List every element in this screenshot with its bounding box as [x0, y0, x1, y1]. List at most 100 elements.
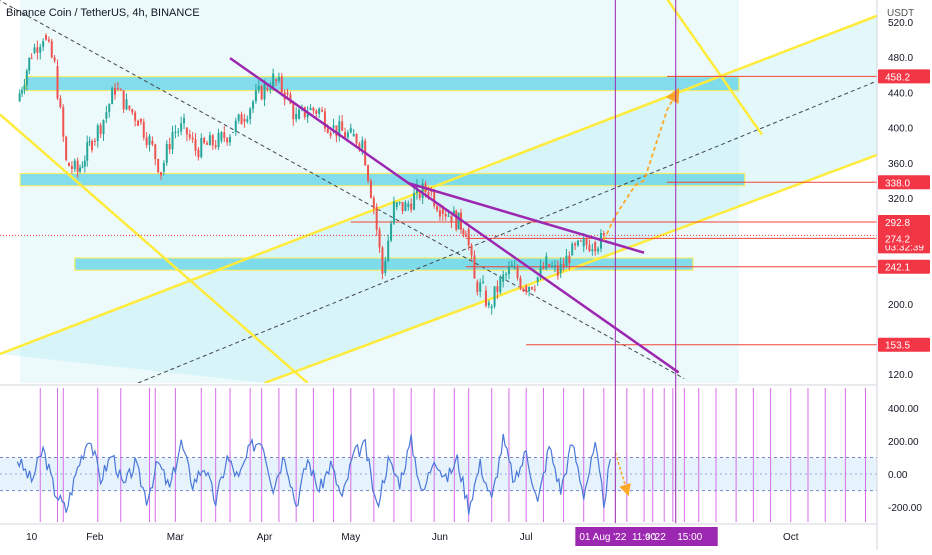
price-tick-label-1: 480.0 — [888, 53, 913, 64]
candle-body — [341, 121, 344, 131]
candle-body — [266, 88, 269, 90]
candle-body — [332, 125, 335, 128]
dashed-trendline-1 — [137, 80, 877, 383]
candle-body — [562, 263, 565, 267]
candle-body — [125, 99, 128, 110]
candle-body — [96, 125, 99, 141]
candle-body — [257, 86, 260, 91]
candle-body — [533, 289, 536, 291]
oscillator-line — [16, 433, 611, 515]
candle-body — [23, 85, 26, 91]
candle-body — [591, 249, 594, 252]
candle-body — [470, 245, 473, 256]
candle-body — [73, 160, 76, 169]
candle-body — [45, 35, 48, 40]
candle-body — [93, 140, 96, 142]
candle-body — [418, 193, 421, 198]
candle-body — [229, 136, 232, 143]
price-level-countdown: 03:32:39 — [885, 242, 924, 253]
candle-body — [398, 201, 401, 203]
price-tick-label-8: 200.0 — [888, 300, 913, 311]
candle-body — [522, 288, 525, 292]
yellow-trendline-0 — [0, 14, 877, 356]
candle-body — [134, 112, 137, 121]
oscillator-tick-label-1: 200.00 — [888, 437, 919, 448]
candle-body — [191, 137, 194, 140]
candle-body — [490, 306, 493, 309]
candle-body — [464, 234, 467, 237]
candle-body — [559, 263, 562, 273]
analysis-box — [20, 0, 739, 383]
candle-body — [223, 132, 226, 139]
candle-body — [574, 243, 577, 246]
time-tick-label-2: Mar — [167, 532, 185, 543]
candle-body — [329, 132, 332, 136]
candle-body — [240, 114, 243, 125]
candle-body — [467, 228, 470, 246]
purple-trendline-1 — [407, 181, 645, 254]
candle-body — [99, 125, 102, 134]
candle-body — [154, 144, 157, 160]
candle-body — [108, 104, 111, 113]
price-tick-label-3: 400.0 — [888, 124, 913, 135]
candle-body — [277, 76, 280, 81]
candle-body — [111, 88, 114, 105]
candle-body — [381, 247, 384, 274]
candle-body — [551, 265, 554, 267]
candle-body — [39, 46, 42, 53]
candle-body — [447, 215, 450, 217]
candle-body — [349, 127, 352, 133]
axis-labels: 520.0480.0440.0400.0360.0320.0280.0240.0… — [26, 18, 930, 546]
candle-body — [487, 302, 490, 306]
candle-body — [392, 201, 395, 224]
candle-body — [83, 160, 86, 167]
candle-body — [298, 109, 301, 119]
channel-fill — [0, 15, 877, 383]
candle-body — [148, 136, 151, 145]
candle-body — [395, 202, 398, 207]
candle-body — [157, 159, 160, 173]
candle-body — [548, 264, 551, 267]
candle-body — [427, 192, 430, 196]
candle-body — [525, 286, 528, 292]
candle-body — [367, 165, 370, 181]
candle-body — [91, 141, 94, 151]
candle-body — [452, 210, 455, 216]
dashed-trendline-0 — [0, 0, 685, 380]
candle-body — [53, 57, 56, 61]
support-zone-2 — [74, 257, 694, 271]
candle-body — [542, 266, 545, 269]
candle-body — [361, 140, 364, 149]
candle-body — [50, 41, 53, 58]
candle-body — [326, 128, 329, 133]
candle-body — [197, 149, 200, 158]
candle-body — [200, 137, 203, 158]
candle-body — [119, 89, 122, 91]
candle-body — [295, 113, 298, 120]
candle-body — [292, 103, 295, 120]
price-level-badge-2 — [878, 215, 930, 230]
candle-body — [160, 172, 163, 176]
candle-body — [539, 266, 542, 278]
price-level-label-1: 338.0 — [885, 178, 910, 189]
candle-body — [25, 70, 28, 86]
candle-body — [513, 267, 516, 269]
candle-body — [318, 108, 321, 114]
oscillator-projection — [614, 452, 631, 497]
candle-body — [530, 287, 533, 290]
candle-body — [312, 107, 315, 111]
candle-body — [505, 273, 508, 275]
candle-body — [571, 243, 574, 256]
price-level-label-0: 458.2 — [885, 72, 910, 83]
candle-body — [18, 93, 21, 102]
candle-body — [280, 76, 283, 93]
time-range-badge — [575, 527, 718, 546]
candle-body — [479, 282, 482, 292]
price-level-badge-0 — [878, 69, 930, 84]
candle-body — [142, 121, 145, 138]
price-level-badge-1 — [878, 175, 930, 190]
candle-body — [602, 233, 605, 236]
candle-body — [576, 240, 579, 246]
